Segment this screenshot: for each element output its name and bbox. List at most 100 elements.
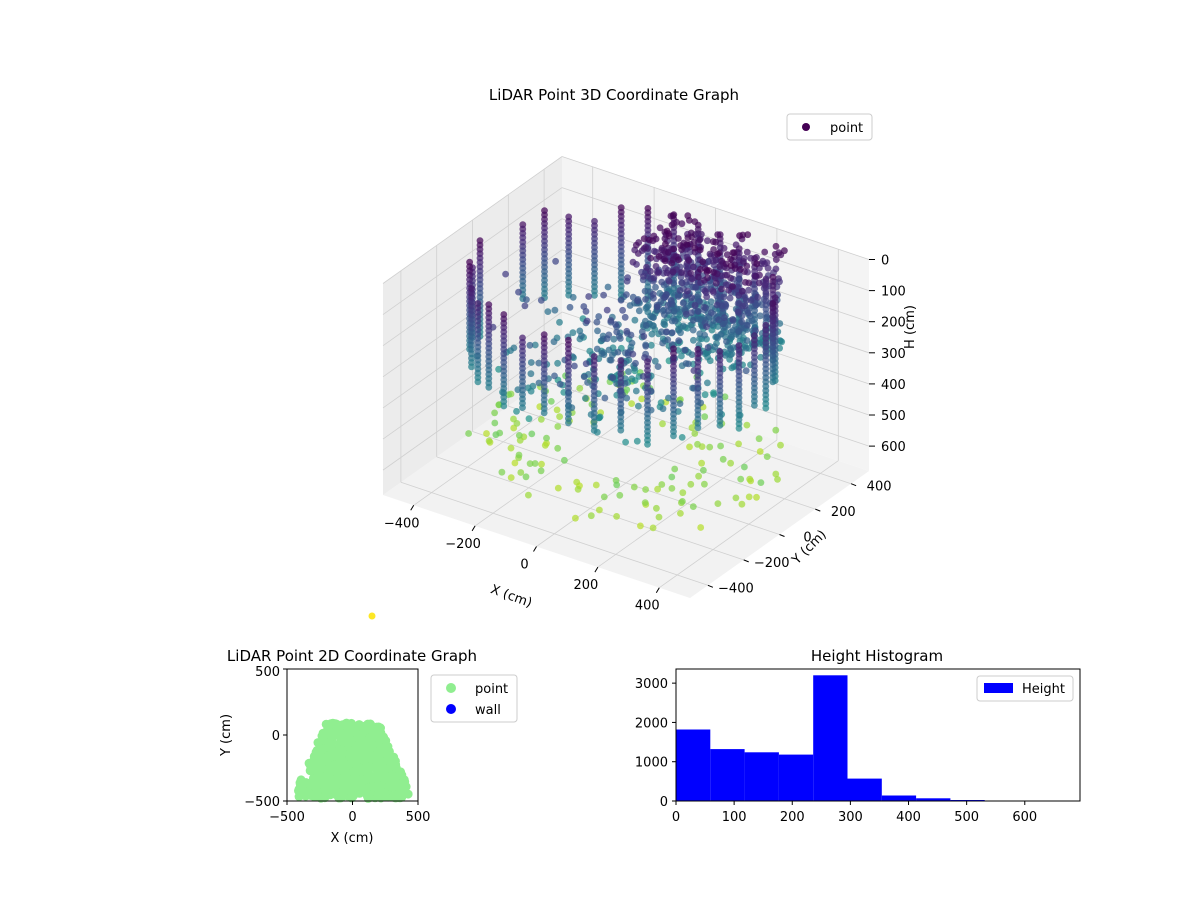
chart-3d-point xyxy=(727,262,735,270)
chart-3d-point xyxy=(697,524,705,531)
chart-2d-point xyxy=(337,788,346,798)
chart-3d-point xyxy=(669,212,677,220)
chart-3d-point xyxy=(556,380,564,388)
chart-3d-point xyxy=(742,297,750,304)
chart-3d-xtick xyxy=(594,566,599,573)
chart-2d-xtick-label: 0 xyxy=(348,810,356,825)
chart-3d-ytick xyxy=(707,584,714,588)
chart-3d-point xyxy=(582,308,590,315)
chart-3d-point xyxy=(576,384,584,392)
chart-3d-point xyxy=(584,379,591,386)
chart-3d-point xyxy=(500,402,508,410)
chart-2d-point xyxy=(312,764,322,774)
chart-3d-point xyxy=(703,323,710,330)
chart-3d-point xyxy=(662,240,669,248)
chart-3d-point xyxy=(706,443,714,451)
chart-3d-point xyxy=(515,451,523,459)
chart-3d-point xyxy=(738,318,746,326)
chart-3d-point xyxy=(474,378,482,386)
chart-3d-point xyxy=(643,263,650,271)
chart-3d-point xyxy=(616,491,624,499)
chart-3d-point xyxy=(585,293,593,300)
chart-3d-point xyxy=(726,294,734,302)
chart-3d-point xyxy=(695,472,702,480)
chart-3d-point xyxy=(757,353,764,361)
histogram-xtick-label: 100 xyxy=(722,810,747,825)
chart-3d-point xyxy=(727,345,734,352)
chart-3d-legend-label: point xyxy=(830,121,863,136)
chart-3d-point xyxy=(661,257,669,265)
chart-3d-point xyxy=(743,421,751,429)
chart-3d-point xyxy=(590,427,598,434)
chart-3d-point xyxy=(682,310,690,318)
chart-2d: LiDAR Point 2D Coordinate Graph −500 0 5… xyxy=(219,647,518,846)
chart-3d-point xyxy=(540,409,548,417)
chart-3d-point xyxy=(507,444,515,452)
chart-2d-point xyxy=(375,765,384,775)
chart-3d-point xyxy=(691,430,699,437)
chart-3d-point xyxy=(641,287,649,295)
chart-3d-ytick-label: 0 xyxy=(803,531,811,546)
chart-3d-point xyxy=(527,387,535,395)
chart-3d-point xyxy=(621,313,629,321)
chart-3d-point xyxy=(495,365,502,373)
chart-3d-point xyxy=(702,349,710,357)
chart-3d-point xyxy=(617,296,625,304)
chart-3d-point xyxy=(650,274,658,282)
histogram-xtick-label: 500 xyxy=(954,810,979,825)
chart-3d-point xyxy=(610,335,618,343)
chart-3d-point xyxy=(752,327,759,334)
histogram-legend-box xyxy=(976,675,1074,702)
chart-2d-point xyxy=(357,783,367,793)
chart-3d-point xyxy=(688,294,695,302)
chart-3d-point xyxy=(734,308,742,316)
chart-3d-point xyxy=(701,480,708,488)
chart-3d-point xyxy=(566,303,574,311)
chart-3d-point xyxy=(763,453,771,460)
chart-2d-legend-label-wall: wall xyxy=(475,703,501,718)
chart-3d-point xyxy=(681,346,689,354)
chart-3d-point xyxy=(663,328,671,336)
chart-3d-point xyxy=(772,426,780,434)
chart-3d-point xyxy=(671,465,679,473)
stray-point xyxy=(368,612,376,620)
chart-3d-point xyxy=(658,328,665,336)
chart-3d-point xyxy=(704,274,711,282)
chart-3d-point xyxy=(527,370,535,378)
chart-3d-point xyxy=(511,459,519,467)
chart-3d-point xyxy=(718,285,725,293)
chart-3d-point xyxy=(635,307,643,315)
chart-3d-point xyxy=(665,232,673,240)
chart-2d-point xyxy=(324,742,334,752)
chart-3d-ytick xyxy=(850,483,857,487)
chart-3d-point xyxy=(717,442,724,450)
chart-3d-gridline xyxy=(561,280,870,385)
chart-3d-point xyxy=(701,413,709,421)
chart-3d-point xyxy=(603,306,611,314)
chart-3d-point xyxy=(661,293,669,301)
chart-3d-point xyxy=(663,269,671,277)
chart-3d-xtick-label: −400 xyxy=(384,516,420,531)
chart-2d-yticks: −500 0 500 xyxy=(244,665,287,810)
chart-3d-point xyxy=(644,441,651,448)
chart-3d-point xyxy=(593,345,601,353)
chart-2d-point xyxy=(374,723,383,733)
histogram-xtick-label: 300 xyxy=(838,810,863,825)
chart-3d-point xyxy=(764,264,772,272)
chart-3d-point xyxy=(515,288,522,296)
chart-3d-point xyxy=(595,313,603,320)
chart-3d-gridline xyxy=(436,456,744,561)
chart-2d-point xyxy=(398,778,408,788)
chart-3d-point xyxy=(551,372,558,380)
chart-3d-point xyxy=(531,460,539,467)
chart-3d-xtick xyxy=(655,587,660,593)
chart-3d-point xyxy=(468,363,475,371)
histogram-title: Height Histogram xyxy=(811,647,943,665)
chart-3d-point xyxy=(593,318,601,326)
chart-3d-point xyxy=(658,278,666,286)
chart-3d-point xyxy=(612,321,619,328)
chart-3d-point xyxy=(743,248,751,256)
chart-2d-legend-marker-point xyxy=(446,683,456,693)
chart-3d-axes: −400−2000200400−400−20002004000100200300… xyxy=(384,254,906,614)
chart-3d-point xyxy=(521,302,529,310)
